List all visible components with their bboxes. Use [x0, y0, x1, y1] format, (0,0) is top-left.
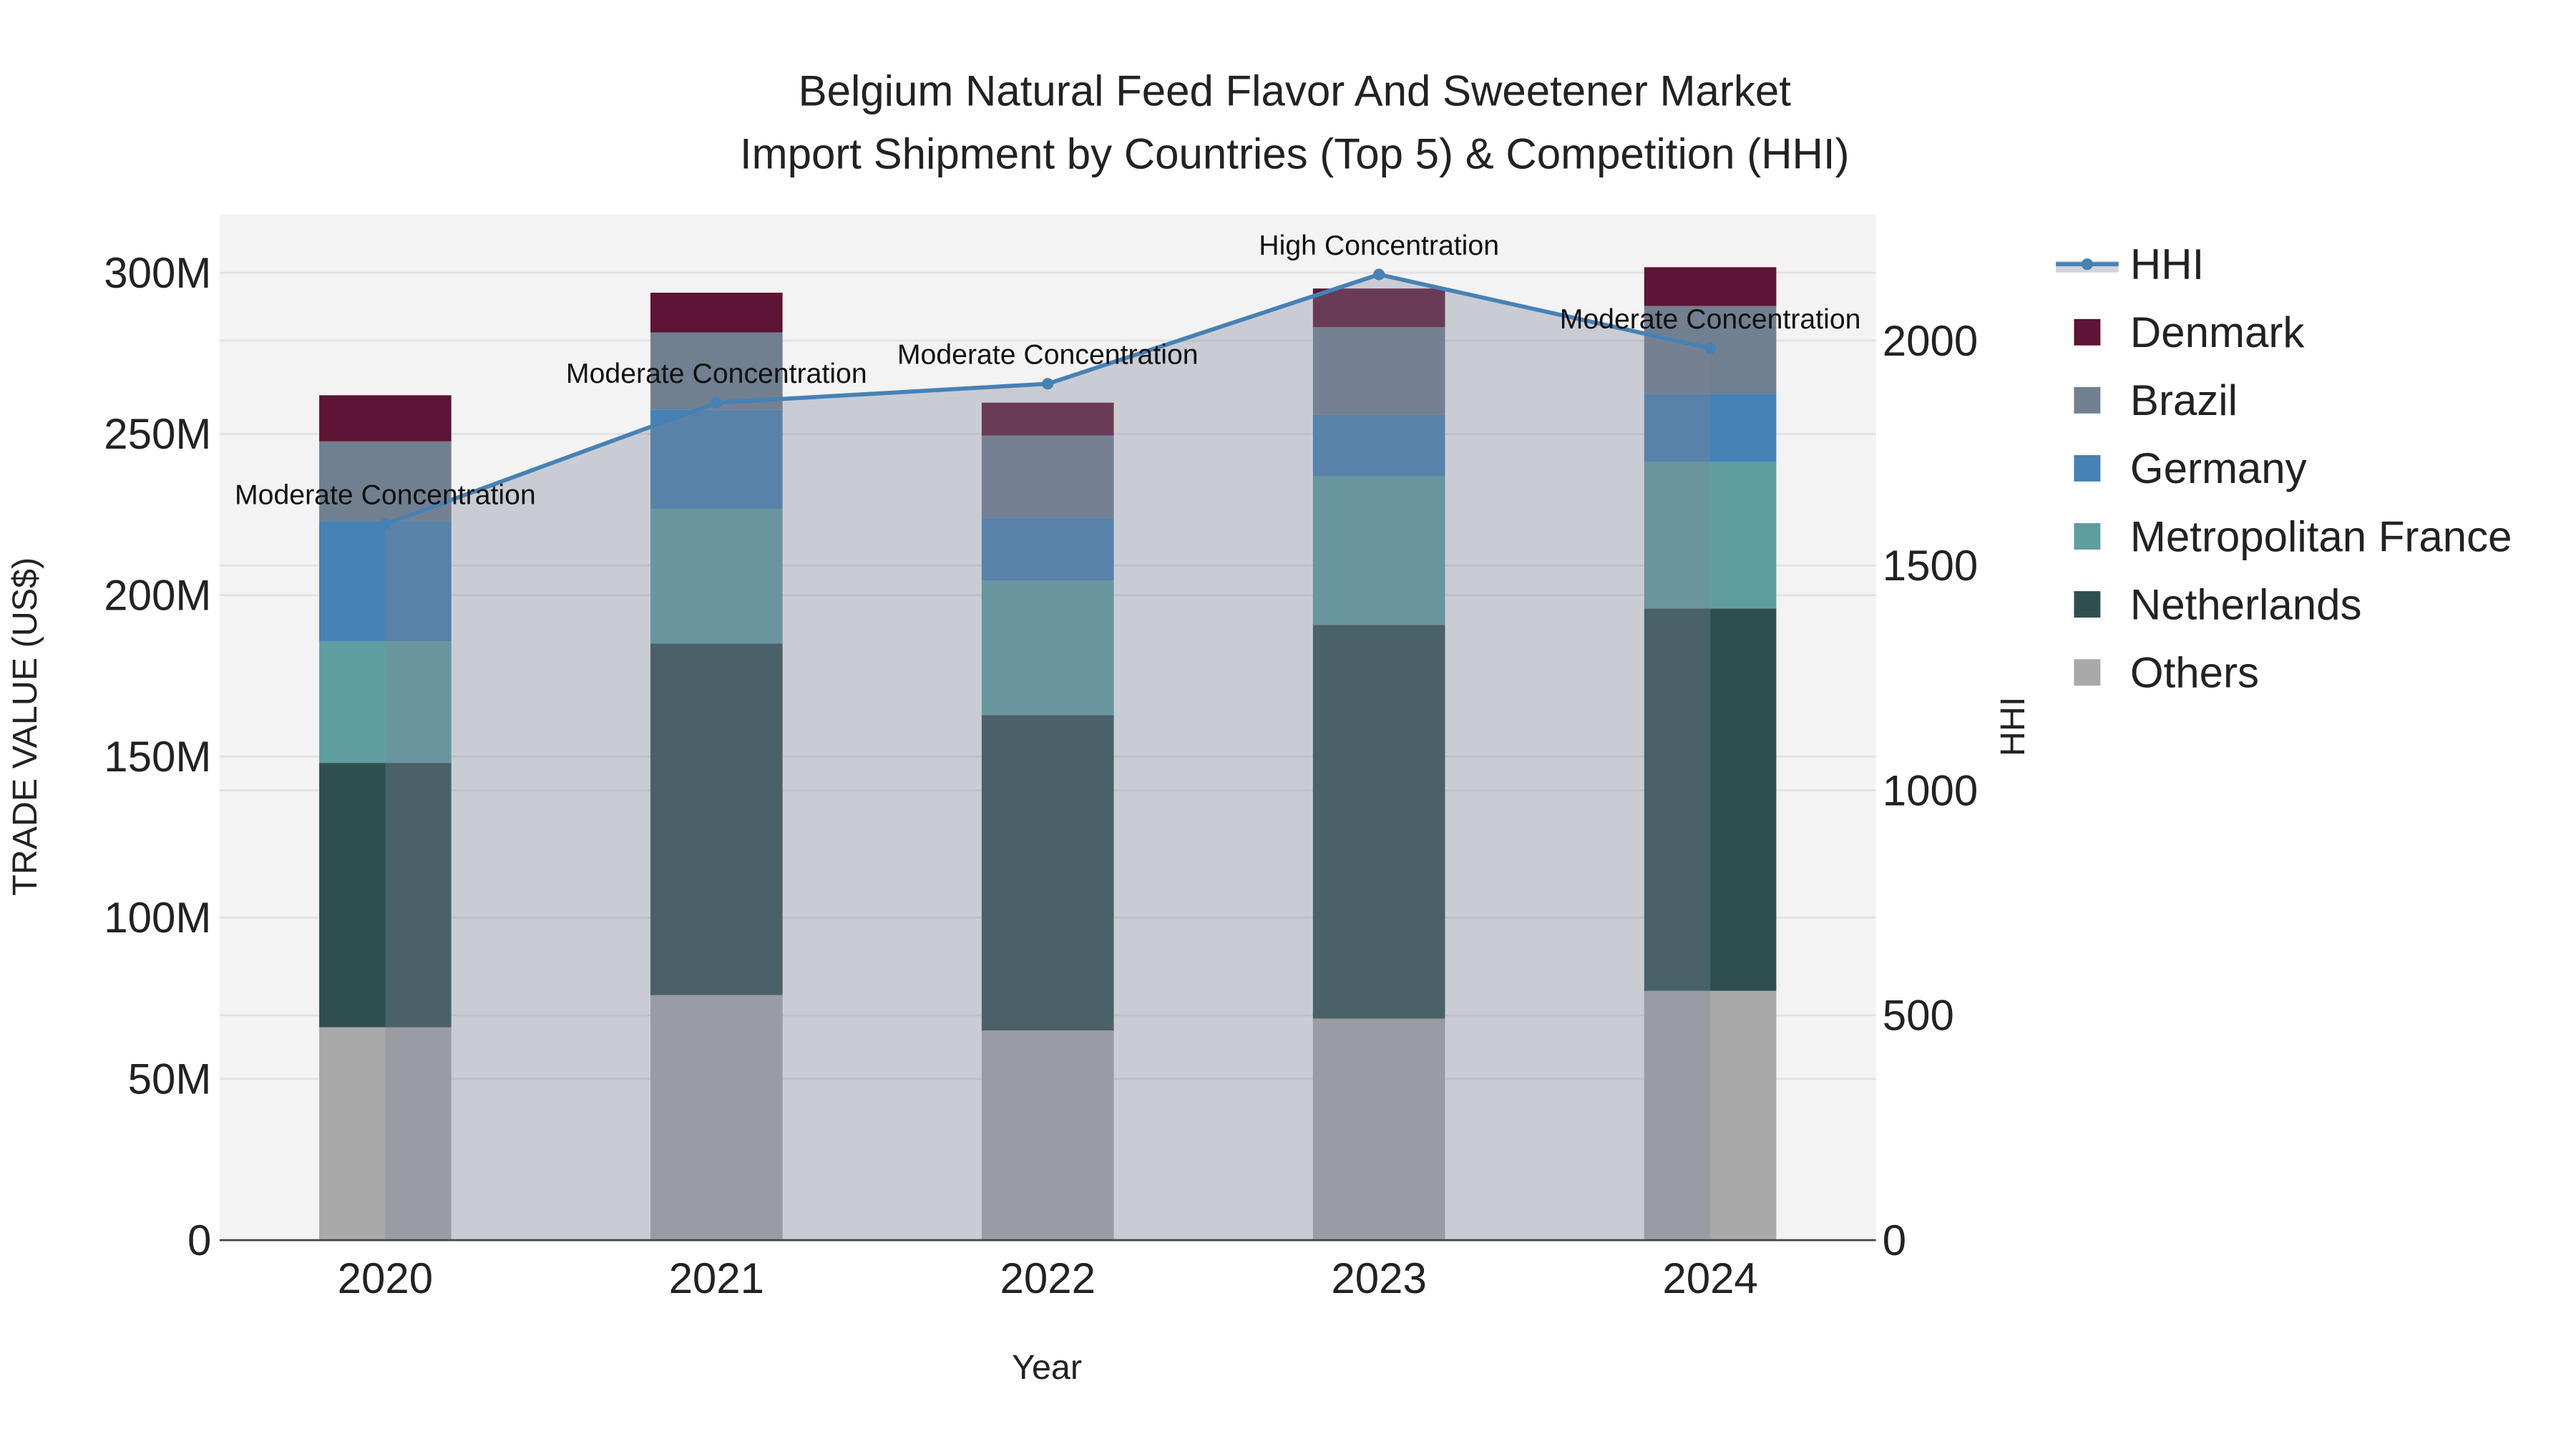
y-tick-label: 200M: [104, 572, 211, 620]
legend-swatch: [2074, 318, 2101, 346]
legend-swatch: [2074, 591, 2101, 618]
bar-germany: [650, 409, 783, 509]
legend-label: Denmark: [2130, 308, 2305, 356]
legend-swatch: [2074, 455, 2101, 482]
bar-germany: [319, 521, 452, 642]
bar-netherlands: [319, 763, 452, 1028]
legend-label: Metropolitan France: [2130, 512, 2512, 560]
legend-item-metropolitan-france: Metropolitan France: [2074, 512, 2512, 560]
x-tick-label: 2022: [1000, 1254, 1095, 1302]
x-tick-label: 2024: [1662, 1254, 1757, 1302]
y-tick-label: 0: [187, 1216, 211, 1264]
bar-denmark: [1644, 267, 1777, 306]
x-tick-label: 2020: [338, 1254, 433, 1302]
y2-tick-label: 0: [1883, 1216, 1906, 1264]
hhi-annotation: Moderate Concentration: [235, 479, 536, 511]
y-tick-label: 300M: [104, 249, 211, 297]
bar-others: [319, 1027, 452, 1241]
chart-subtitle: Import Shipment by Countries (Top 5) & C…: [740, 130, 1850, 177]
chart-title: Belgium Natural Feed Flavor And Sweetene…: [799, 67, 1792, 115]
bar-brazil: [1312, 327, 1445, 415]
y-tick-label: 50M: [128, 1055, 212, 1103]
bar-netherlands: [650, 643, 783, 995]
hhi-point: [1373, 268, 1385, 280]
legend-swatch: [2074, 659, 2101, 686]
hhi-annotation: High Concentration: [1259, 230, 1499, 261]
bar-germany: [1312, 414, 1445, 477]
y-tick-label: 250M: [104, 410, 211, 458]
legend-swatch-marker: [2081, 258, 2093, 270]
x-tick-label: 2021: [669, 1254, 764, 1302]
hhi-annotation: Moderate Concentration: [1560, 303, 1861, 335]
x-axis-title: Year: [1012, 1348, 1082, 1387]
bar-denmark: [1312, 288, 1445, 328]
legend-item-denmark: Denmark: [2074, 308, 2305, 356]
bar-others: [981, 1030, 1114, 1241]
bar-others: [1644, 990, 1777, 1241]
y2-axis-title: HHI: [1994, 697, 2032, 756]
legend-item-germany: Germany: [2074, 444, 2307, 492]
legend-item-others: Others: [2074, 648, 2259, 696]
hhi-point: [711, 396, 723, 409]
bar-denmark: [319, 395, 452, 441]
y2-tick-label: 2000: [1883, 317, 1978, 365]
legend-label: Others: [2130, 648, 2259, 696]
bar-metropolitan-france: [981, 580, 1114, 716]
y2-tick-label: 1500: [1883, 542, 1978, 590]
legend-label: Germany: [2130, 444, 2307, 492]
bar-metropolitan-france: [650, 508, 783, 644]
legend-label: Brazil: [2130, 376, 2238, 424]
bar-denmark: [981, 402, 1114, 436]
hhi-annotation: Moderate Concentration: [897, 339, 1199, 371]
y2-tick-label: 500: [1883, 992, 1954, 1040]
bar-netherlands: [1644, 608, 1777, 991]
bar-netherlands: [981, 715, 1114, 1031]
bar-others: [650, 995, 783, 1241]
x-tick-label: 2023: [1331, 1254, 1426, 1302]
legend-label: Netherlands: [2130, 580, 2362, 628]
y2-tick-label: 1000: [1883, 766, 1978, 814]
hhi-point: [1704, 342, 1717, 354]
legend-swatch: [2074, 386, 2101, 414]
bar-brazil: [650, 332, 783, 410]
y-axis-title: TRADE VALUE (US$): [6, 557, 44, 896]
y-tick-label: 150M: [104, 733, 211, 781]
bar-metropolitan-france: [319, 641, 452, 763]
bar-others: [1312, 1018, 1445, 1241]
bar-metropolitan-france: [1312, 476, 1445, 625]
bar-netherlands: [1312, 625, 1445, 1019]
bar-germany: [1644, 394, 1777, 462]
bar-denmark: [650, 293, 783, 333]
bar-germany: [981, 517, 1114, 581]
legend-item-brazil: Brazil: [2074, 376, 2238, 424]
legend-item-hhi: HHI: [2056, 240, 2204, 288]
hhi-area: [385, 274, 1711, 1241]
hhi-point: [379, 518, 391, 530]
bar-brazil: [981, 435, 1114, 518]
hhi-point: [1042, 378, 1054, 390]
legend-item-netherlands: Netherlands: [2074, 580, 2361, 628]
y-tick-label: 100M: [104, 894, 211, 942]
hhi-annotation: Moderate Concentration: [566, 358, 867, 389]
bar-metropolitan-france: [1644, 462, 1777, 609]
legend-swatch: [2074, 523, 2101, 550]
legend-label: HHI: [2130, 240, 2204, 288]
